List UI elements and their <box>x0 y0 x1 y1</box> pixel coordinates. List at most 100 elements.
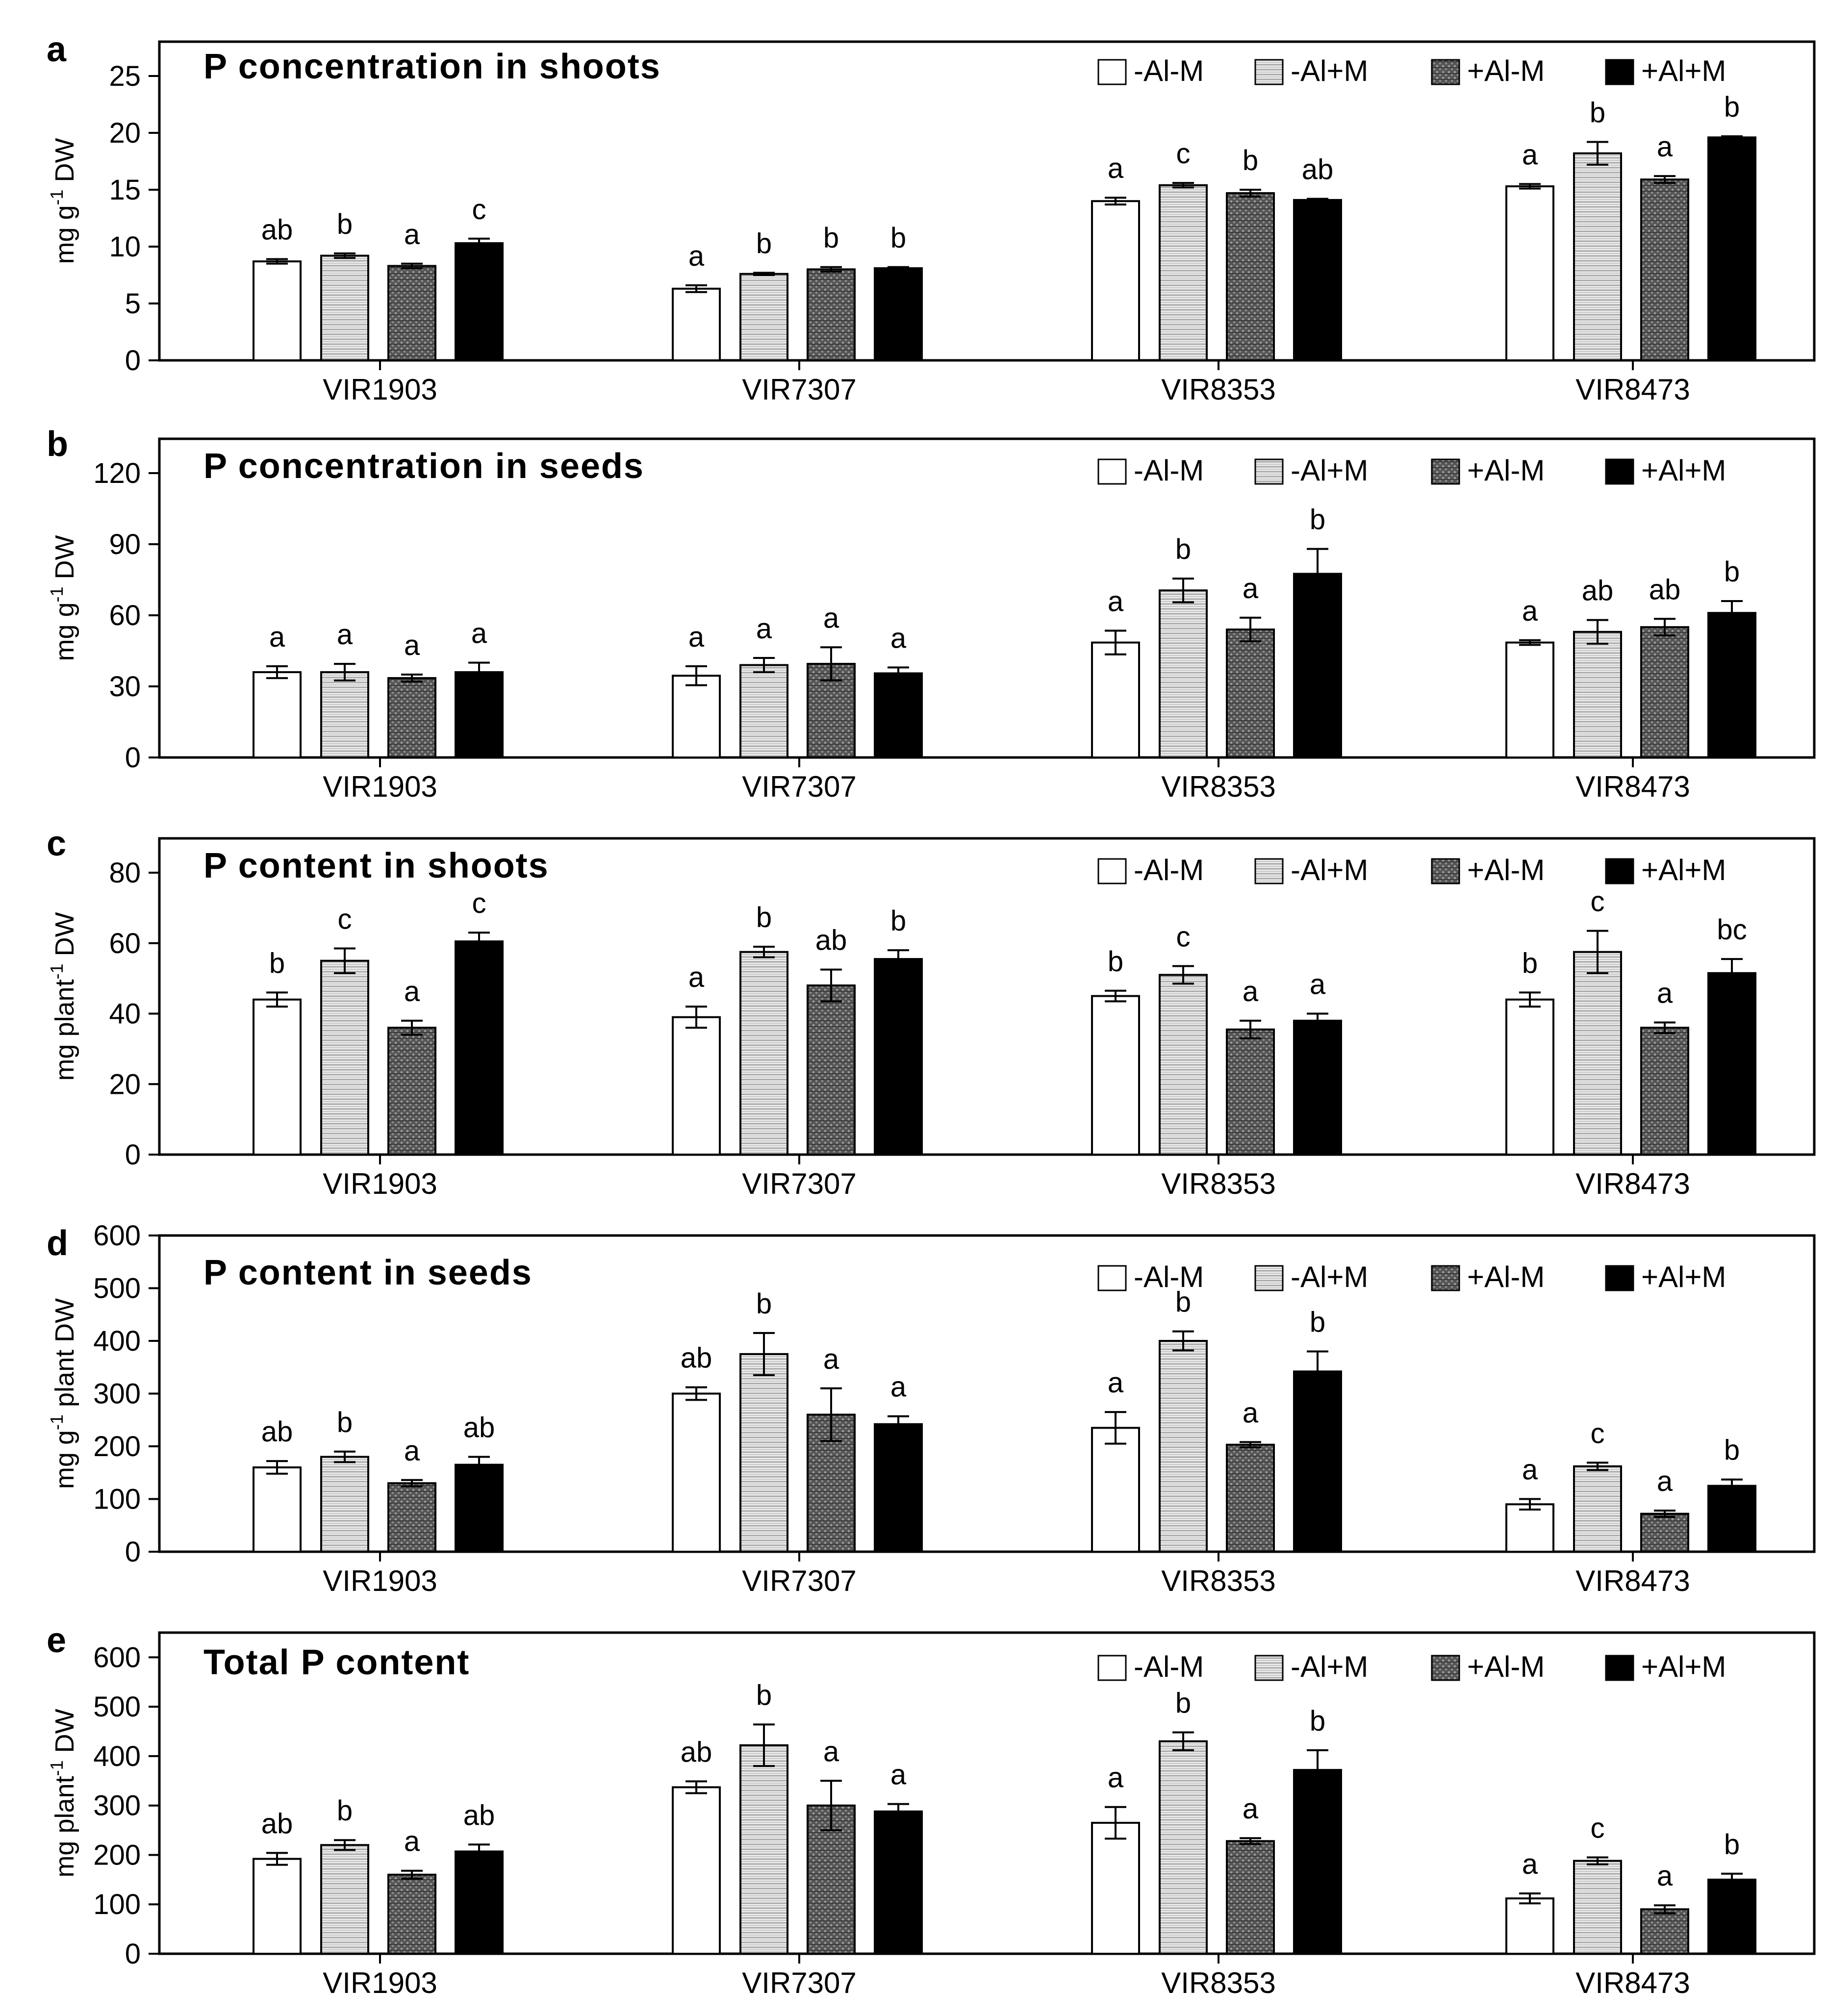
bar <box>387 677 436 759</box>
y-tick-label: 600 <box>93 1220 141 1252</box>
bar <box>320 671 369 758</box>
bar <box>1707 1878 1756 1955</box>
significance-letter: a <box>471 618 487 650</box>
significance-letter: b <box>756 1288 772 1320</box>
significance-letter: a <box>404 1826 420 1858</box>
bar <box>1573 630 1622 759</box>
x-tick-label: VIR8353 <box>1161 1564 1276 1597</box>
legend-swatch-1 <box>1254 858 1284 884</box>
legend-label: -Al+M <box>1291 54 1368 87</box>
legend-swatch-1 <box>1254 59 1284 85</box>
significance-letter: a <box>1243 573 1259 605</box>
y-tick-label: 20 <box>109 1068 141 1100</box>
bar <box>1159 1340 1208 1553</box>
significance-letter: ab <box>681 1342 712 1374</box>
legend-swatch-2 <box>1431 458 1460 485</box>
x-tick-label: VIR8353 <box>1161 1167 1276 1200</box>
bar <box>1707 612 1756 758</box>
significance-letter: c <box>1591 1417 1605 1449</box>
legend-label: -Al-M <box>1134 454 1204 487</box>
significance-letter: ab <box>463 1799 495 1831</box>
legend-swatch-1 <box>1254 1265 1284 1291</box>
significance-letter: ab <box>1649 574 1681 605</box>
x-tick-label: VIR7307 <box>742 1966 857 1999</box>
y-tick-label: 300 <box>93 1790 141 1822</box>
bar <box>387 1873 436 1955</box>
panel-b: b P concentration in seeds 0 30 60 90 120 VIR19… <box>47 425 1816 803</box>
panel-e: e Total P content 0 100 200 300 400 500 600 VIR19… <box>47 1621 1816 1999</box>
significance-letter: ab <box>1582 575 1614 607</box>
bar <box>1226 1028 1275 1156</box>
y-tick-label: 100 <box>93 1484 141 1515</box>
y-tick-label: 400 <box>93 1740 141 1772</box>
bar <box>1505 1503 1554 1553</box>
y-tick-label: 500 <box>93 1273 141 1305</box>
significance-letter: b <box>1724 1829 1740 1861</box>
legend-swatch-3 <box>1605 59 1634 85</box>
significance-letter: ab <box>261 214 293 246</box>
significance-letter: a <box>404 630 420 661</box>
significance-letter: a <box>1522 1454 1538 1486</box>
significance-letter: ab <box>261 1808 293 1840</box>
bar <box>455 242 504 362</box>
bar <box>253 1858 302 1955</box>
y-axis-label-superscript: -1 <box>47 1414 67 1430</box>
significance-letter: a <box>823 1343 839 1375</box>
legend-label: +Al-M <box>1467 1650 1545 1683</box>
significance-letter: b <box>1175 1286 1191 1318</box>
significance-letter: bc <box>1717 914 1747 946</box>
bar <box>739 1744 788 1955</box>
y-tick-label: 90 <box>109 529 141 560</box>
bar <box>1159 974 1208 1156</box>
bar <box>1640 178 1689 361</box>
bar <box>1293 199 1342 361</box>
significance-letter: b <box>756 227 772 259</box>
bar <box>672 1786 721 1955</box>
bar <box>1505 185 1554 361</box>
significance-letter: b <box>1724 1435 1740 1466</box>
bar <box>739 664 788 758</box>
bar <box>807 1804 856 1955</box>
chart-title: P concentration in seeds <box>203 447 644 486</box>
significance-letter: a <box>1522 595 1538 627</box>
bar <box>253 671 302 758</box>
bar <box>1293 573 1342 758</box>
legend-label: -Al+M <box>1291 1650 1368 1683</box>
significance-letter: c <box>1176 138 1191 170</box>
significance-letter: a <box>404 219 420 251</box>
significance-letter: c <box>1176 921 1191 953</box>
y-tick-label: 120 <box>93 457 141 489</box>
bar <box>455 1463 504 1553</box>
significance-letter: ab <box>681 1736 712 1768</box>
y-axis-label-superscript: -1 <box>47 1760 67 1776</box>
bar <box>1226 1840 1275 1955</box>
legend-swatch-3 <box>1605 1655 1634 1681</box>
y-tick-label: 60 <box>109 928 141 959</box>
y-tick-label: 80 <box>109 857 141 889</box>
bar <box>1573 1860 1622 1955</box>
x-tick-label: VIR8353 <box>1161 373 1276 406</box>
significance-letter: b <box>1590 97 1605 129</box>
legend-label: +Al-M <box>1467 54 1545 87</box>
significance-letter: a <box>1310 969 1326 1001</box>
bar <box>455 671 504 758</box>
significance-letter: b <box>1310 1307 1325 1338</box>
y-tick-label: 0 <box>125 1938 141 1970</box>
panel-a: a P concentration in shoots 0 5 10 15 20 25 VIR1… <box>47 30 1816 406</box>
bar <box>1091 200 1140 361</box>
bar <box>1640 1027 1689 1156</box>
bar <box>320 1844 369 1955</box>
x-tick-label: VIR8473 <box>1575 1564 1690 1597</box>
bar <box>1159 1740 1208 1955</box>
bar <box>320 959 369 1156</box>
y-tick-label: 25 <box>109 60 141 92</box>
significance-letter: a <box>1657 1465 1673 1497</box>
legend-label: +Al+M <box>1641 1260 1726 1293</box>
panel-letter: d <box>47 1224 68 1263</box>
bar <box>1640 1908 1689 1955</box>
bar <box>1293 1370 1342 1553</box>
panel-letter: e <box>47 1621 66 1660</box>
bar <box>874 1423 923 1553</box>
x-tick-label: VIR8473 <box>1575 1167 1690 1200</box>
significance-letter: c <box>1591 886 1605 918</box>
